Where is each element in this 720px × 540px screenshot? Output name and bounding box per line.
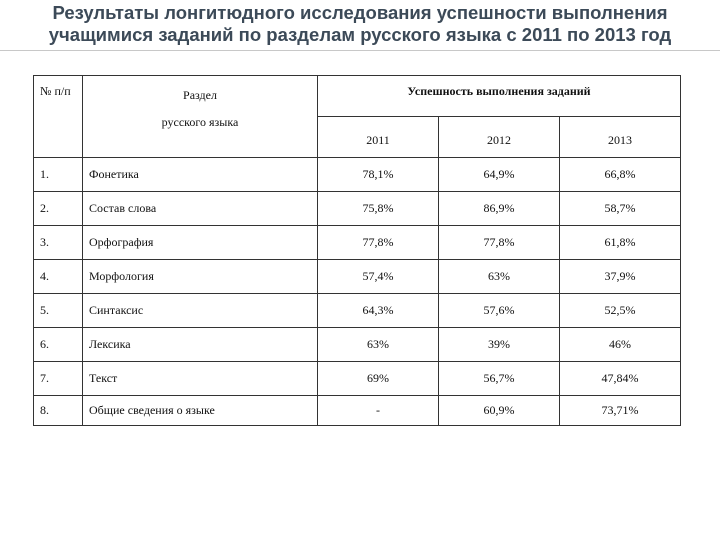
- year-header: 2013: [559, 116, 681, 158]
- value-2012: 64,9%: [438, 157, 560, 192]
- results-table: № п/п Раздел русского языка Успешность вы…: [33, 75, 681, 426]
- row-number: 7.: [33, 361, 83, 396]
- section-name: Синтаксис: [82, 293, 318, 328]
- row-number: 2.: [33, 191, 83, 226]
- value-2012: 56,7%: [438, 361, 560, 396]
- value-2011: 69%: [317, 361, 439, 396]
- section-header-line: Раздел: [183, 88, 217, 102]
- value-2012: 77,8%: [438, 225, 560, 260]
- row-number: 6.: [33, 327, 83, 362]
- row-number: 4.: [33, 259, 83, 294]
- row-number: 8.: [33, 395, 83, 426]
- slide-title: Результаты лонгитюдного исследования усп…: [48, 2, 672, 45]
- section-name: Лексика: [82, 327, 318, 362]
- row-number: 5.: [33, 293, 83, 328]
- value-2012: 86,9%: [438, 191, 560, 226]
- section-name: Общие сведения о языке: [82, 395, 318, 426]
- data-row: 8. Общие сведения о языке -60,9% 73,71%: [33, 395, 681, 426]
- data-row: 5. Синтаксис 64,3% 57,6% 52,5%: [33, 293, 681, 328]
- section-header-line: русского языка: [161, 115, 239, 129]
- data-row: 6. Лексика 63% 39% 46%: [33, 327, 681, 362]
- value-2011: 63%: [317, 327, 439, 362]
- value-2012: 63%: [438, 259, 560, 294]
- value-2012: 39%: [438, 327, 560, 362]
- number-header: № п/п: [33, 75, 83, 158]
- value-2013: 66,8%: [559, 157, 681, 192]
- value-2013: 37,9%: [559, 259, 681, 294]
- year-header: 2012: [438, 116, 560, 158]
- section-header: Раздел русского языка: [82, 75, 318, 158]
- value-2011: 78,1%: [317, 157, 439, 192]
- value-2013: 73,71%: [559, 395, 681, 426]
- value-2013: 61,8%: [559, 225, 681, 260]
- section-name: Орфография: [82, 225, 318, 260]
- table-body: № п/п Раздел русского языка Успешность вы…: [33, 75, 681, 426]
- year-header: 2011: [317, 116, 439, 158]
- section-name: Фонетика: [82, 157, 318, 192]
- data-row: 2. Состав слова 75,8% 86,9% 58,7%: [33, 191, 681, 226]
- data-row: 1. Фонетика 78,1% 64,9% 66,8%: [33, 157, 681, 192]
- value-2011: 57,4%: [317, 259, 439, 294]
- value-2011: 64,3%: [317, 293, 439, 328]
- value-2013: 52,5%: [559, 293, 681, 328]
- value-2013: 58,7%: [559, 191, 681, 226]
- value-2011: 75,8%: [317, 191, 439, 226]
- data-row: 7. Текст 69% 56,7% 47,84%: [33, 361, 681, 396]
- title-rule: [0, 50, 720, 51]
- value-2012: 60,9%: [438, 395, 560, 426]
- success-header: Успешность выполнения заданий: [317, 75, 681, 117]
- value-2013: 47,84%: [559, 361, 681, 396]
- value-2013: 46%: [559, 327, 681, 362]
- data-row: 3. Орфография 77,8% 77,8% 61,8%: [33, 225, 681, 260]
- section-name: Состав слова: [82, 191, 318, 226]
- years-row: 2011 2012 2013: [34, 116, 681, 158]
- value-2011: -: [317, 395, 439, 426]
- data-row: 4. Морфология 57,4% 63% 37,9%: [33, 259, 681, 294]
- row-number: 3.: [33, 225, 83, 260]
- value-2011: 77,8%: [317, 225, 439, 260]
- header-row: № п/п Раздел русского языка Успешность вы…: [33, 75, 681, 158]
- section-name: Морфология: [82, 259, 318, 294]
- value-2012: 57,6%: [438, 293, 560, 328]
- section-name: Текст: [82, 361, 318, 396]
- row-number: 1.: [33, 157, 83, 192]
